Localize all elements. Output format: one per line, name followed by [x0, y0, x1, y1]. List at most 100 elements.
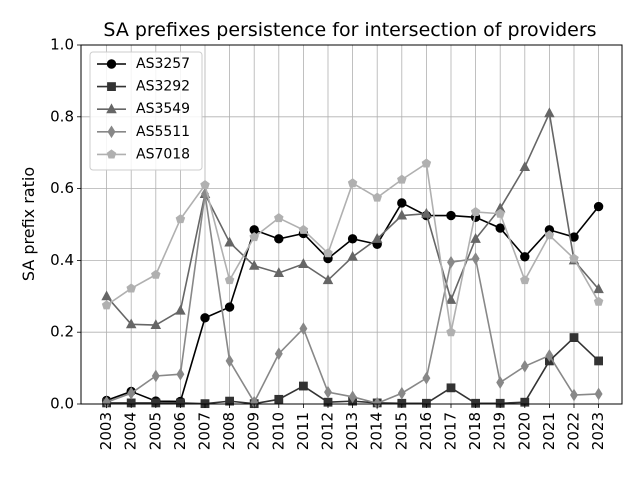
data-point: [274, 234, 284, 244]
data-point: [347, 234, 358, 244]
data-point: [593, 296, 604, 306]
legend-marker: [106, 59, 117, 69]
x-tick-label: 2022: [565, 412, 583, 450]
data-point: [200, 180, 210, 190]
data-point: [397, 174, 407, 184]
data-point: [371, 233, 383, 243]
legend-marker: [107, 82, 116, 91]
data-point: [445, 294, 457, 304]
data-point: [545, 349, 554, 362]
data-point: [101, 300, 112, 310]
x-tick-label: 2021: [540, 412, 558, 450]
plot-frame: [80, 44, 623, 405]
data-point: [421, 207, 432, 218]
data-point: [396, 209, 408, 220]
x-tick-label: 2012: [319, 412, 337, 450]
data-point: [200, 313, 210, 323]
legend-box: [89, 51, 203, 171]
data-point: [446, 210, 456, 221]
data-point: [224, 275, 235, 285]
y-tick-label: 0.0: [50, 395, 74, 413]
data-point: [175, 304, 186, 315]
legend-label: AS7018: [136, 146, 190, 162]
x-tick-label: 2023: [589, 412, 607, 450]
data-point: [594, 387, 603, 401]
data-point: [347, 250, 358, 261]
series-layer: [101, 107, 604, 410]
data-point: [274, 213, 284, 223]
data-point: [274, 347, 283, 361]
data-point: [373, 396, 382, 410]
data-point: [519, 161, 531, 172]
x-tick-label: 2011: [294, 412, 312, 450]
data-point: [224, 302, 235, 312]
legend: AS3257 AS3292 AS3549 AS5511 AS7018: [89, 51, 203, 171]
data-point: [594, 356, 603, 366]
x-tick-label: 2005: [146, 412, 164, 450]
data-point: [496, 376, 505, 389]
data-point: [150, 319, 162, 330]
data-point: [446, 383, 456, 393]
data-point: [544, 107, 555, 118]
ticks: 2003 2004 2005 2006 2007 2008 2009 2010 2011 2012…: [50, 36, 607, 451]
data-point: [151, 369, 160, 383]
x-tick-label: 2018: [466, 412, 484, 450]
data-point: [495, 208, 505, 218]
x-tick-label: 2014: [368, 412, 386, 450]
data-point: [471, 252, 480, 265]
x-tick-label: 2016: [417, 412, 435, 450]
data-point: [274, 394, 284, 404]
data-point: [421, 158, 432, 168]
y-axis-label: SA prefix ratio: [19, 167, 38, 281]
legend-marker: [106, 103, 117, 114]
x-tick-label: 2007: [196, 412, 214, 450]
x-tick-label: 2010: [269, 412, 287, 450]
data-point: [101, 290, 112, 301]
legend-label: AS3257: [136, 56, 190, 72]
data-point: [544, 230, 555, 240]
data-point: [569, 253, 579, 263]
data-point: [299, 322, 308, 335]
data-point: [127, 386, 136, 400]
data-point: [298, 381, 308, 391]
data-point: [495, 223, 505, 233]
x-tick-label: 2009: [245, 412, 263, 450]
data-point: [446, 327, 456, 337]
data-point: [298, 258, 309, 268]
data-point: [397, 386, 406, 400]
legend-entry: AS3292: [97, 79, 190, 95]
x-tick-label: 2017: [442, 412, 460, 450]
x-tick-label: 2019: [491, 412, 509, 450]
legend-label: AS5511: [136, 124, 190, 140]
data-point: [151, 269, 161, 279]
data-point: [569, 333, 579, 342]
legend-label: AS3292: [136, 79, 190, 95]
legend-entry: AS5511: [97, 124, 190, 140]
data-point: [323, 248, 333, 258]
data-point: [224, 236, 235, 247]
data-point: [175, 214, 186, 224]
data-point: [249, 232, 259, 242]
data-point: [570, 388, 578, 402]
data-point: [520, 275, 530, 285]
data-point: [322, 274, 334, 285]
legend-label: AS3549: [136, 101, 190, 117]
legend-entry: AS3257: [97, 56, 190, 72]
data-point: [520, 359, 529, 373]
data-point: [593, 283, 604, 294]
x-tick-label: 2013: [343, 412, 361, 450]
data-point: [347, 178, 358, 188]
y-tick-label: 1.0: [50, 36, 74, 54]
data-point: [125, 318, 137, 329]
x-tick-label: 2003: [97, 412, 115, 450]
y-tick-label: 0.2: [50, 323, 74, 341]
data-point: [126, 283, 136, 293]
legend-marker: [106, 149, 117, 159]
x-tick-label: 2020: [515, 412, 533, 450]
series-as5511: [102, 187, 603, 410]
y-tick-label: 0.4: [50, 251, 74, 269]
chart-title: SA prefixes persistence for intersection…: [103, 19, 596, 41]
legend-marker: [107, 125, 116, 139]
data-point: [176, 367, 185, 381]
